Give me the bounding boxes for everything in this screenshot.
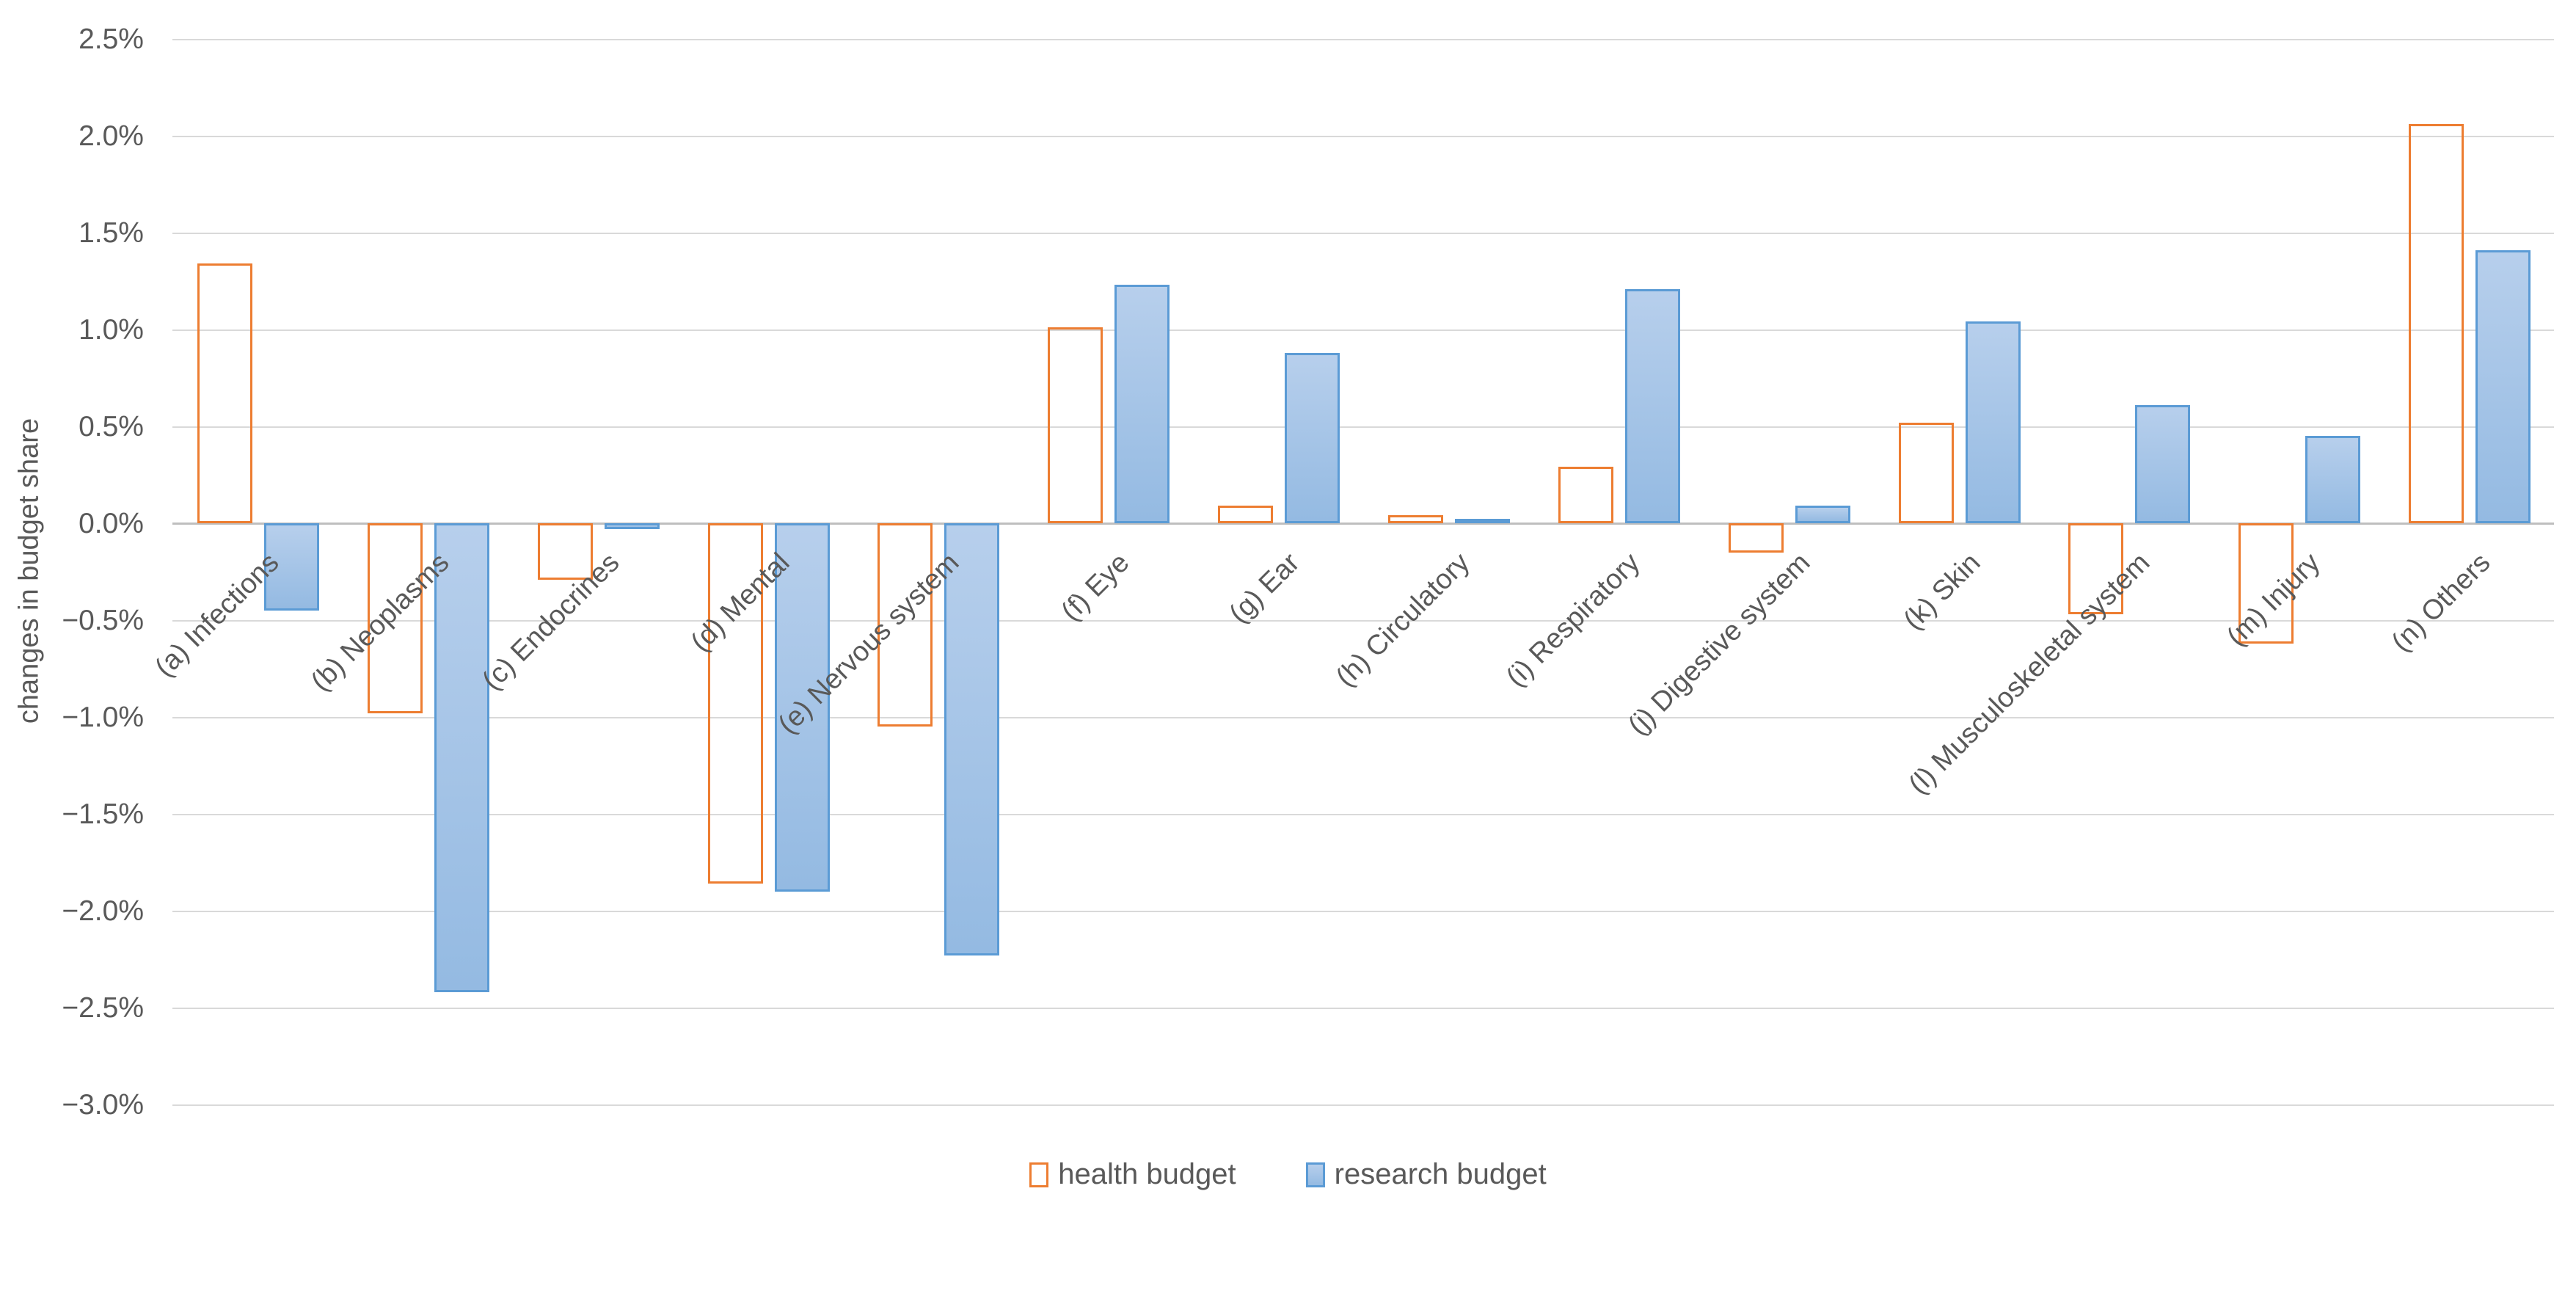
legend-item-research-budget: research budget [1305,1158,1547,1191]
bar-health-budget-6 [1218,506,1274,523]
bar-research-budget-12 [2305,436,2361,523]
y-tick-label: 0.0% [79,508,144,539]
legend-label-research-budget: research budget [1334,1158,1547,1190]
gridline [172,39,2554,40]
gridline [172,330,2554,331]
bar-health-budget-2 [537,523,593,580]
bar-research-budget-13 [2475,250,2531,523]
bar-research-budget-4 [944,523,1000,955]
y-tick-label: −1.0% [62,702,144,733]
gridline [172,233,2554,234]
y-tick-label: −3.0% [62,1089,144,1121]
bar-health-budget-10 [1898,422,1954,523]
bar-research-budget-7 [1455,519,1510,523]
bar-research-budget-8 [1624,288,1680,523]
bar-research-budget-11 [2135,404,2191,523]
bar-health-budget-1 [367,523,423,713]
bar-health-budget-4 [877,523,933,727]
gridline [172,426,2554,428]
health-budget-swatch-icon [1029,1162,1049,1187]
gridline [172,1104,2554,1106]
bar-health-budget-11 [2068,523,2124,615]
y-tick-label: −2.5% [62,992,144,1024]
bar-health-budget-9 [1728,523,1784,553]
bar-health-budget-3 [707,523,763,884]
bar-research-budget-3 [774,523,830,892]
legend: health budget research budget [0,1158,2576,1191]
y-tick-label: 0.5% [79,411,144,443]
x-axis-line [172,523,2554,525]
y-tick-label: −1.5% [62,798,144,830]
bar-research-budget-5 [1114,285,1170,523]
bar-research-budget-6 [1285,352,1340,523]
bar-health-budget-12 [2239,523,2294,644]
gridline [172,1008,2554,1009]
gridline [172,814,2554,815]
gridline [172,620,2554,622]
y-tick-label: 1.5% [79,217,144,249]
legend-item-health-budget: health budget [1029,1158,1236,1191]
y-axis-title: changes in budget share [13,418,45,724]
bar-health-budget-8 [1558,467,1613,523]
bar-health-budget-13 [2409,124,2464,523]
bar-research-budget-1 [434,523,489,992]
gridline [172,136,2554,137]
bar-health-budget-5 [1048,327,1103,523]
y-tick-label: 2.5% [79,23,144,55]
research-budget-swatch-icon [1305,1162,1325,1187]
bar-research-budget-9 [1795,506,1850,523]
legend-label-health-budget: health budget [1058,1158,1236,1190]
bar-research-budget-0 [264,523,319,611]
y-tick-label: 2.0% [79,120,144,152]
bar-research-budget-2 [604,523,660,529]
bar-research-budget-10 [1965,321,2021,523]
y-tick-label: 1.0% [79,314,144,346]
y-tick-label: −0.5% [62,605,144,636]
bar-health-budget-0 [197,263,252,523]
budget-share-bar-chart: changes in budget share 2.5% 2.0% 1.5% 1.0%… [0,23,2576,1191]
bar-health-budget-7 [1388,515,1443,523]
gridline [172,717,2554,718]
y-tick-label: −2.0% [62,895,144,927]
gridline [172,911,2554,912]
